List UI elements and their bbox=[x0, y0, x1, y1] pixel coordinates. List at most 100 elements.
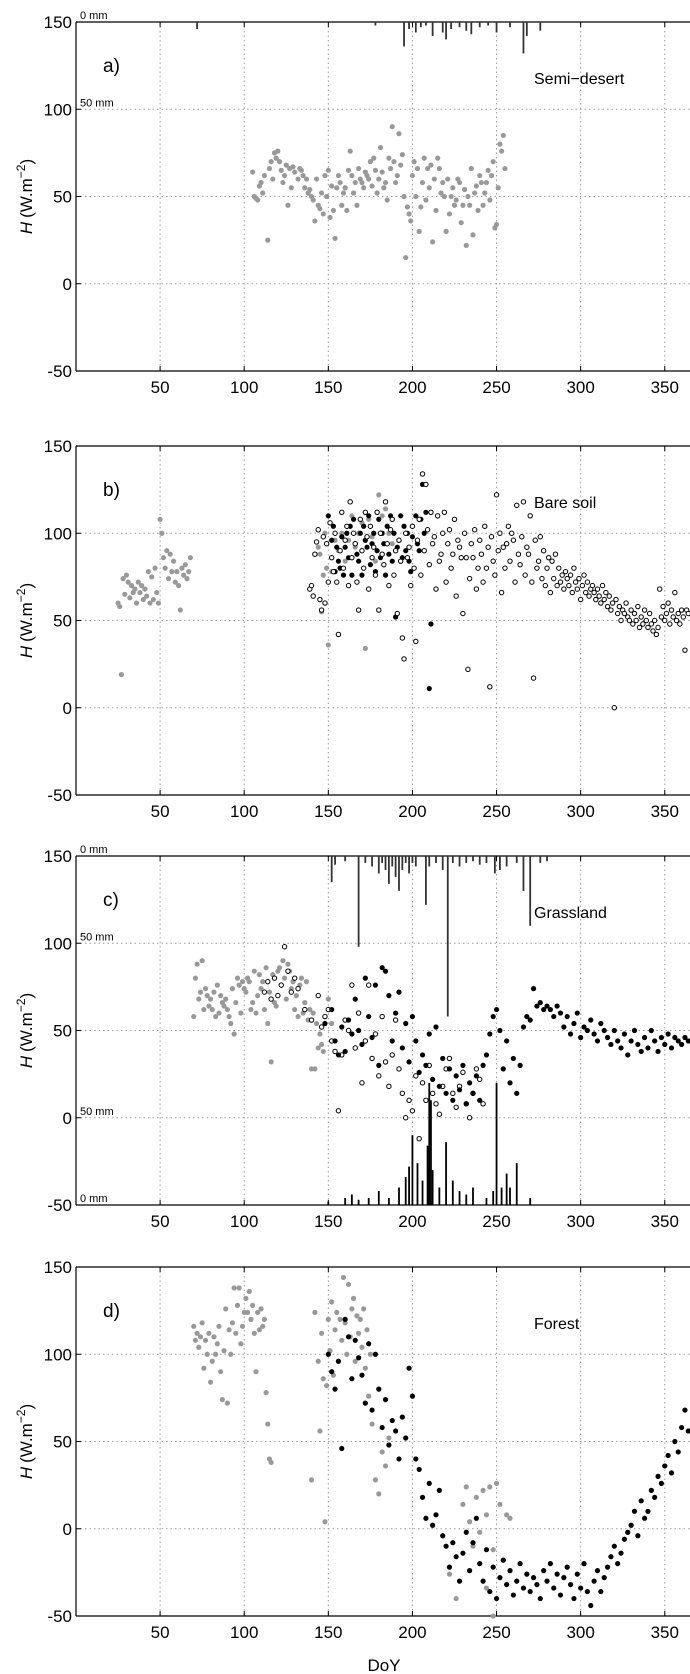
data-point bbox=[389, 1038, 395, 1044]
data-point bbox=[419, 1080, 426, 1086]
data-point bbox=[428, 509, 434, 516]
data-point bbox=[643, 617, 649, 624]
data-point bbox=[541, 1006, 547, 1013]
data-point bbox=[578, 1034, 584, 1041]
data-point bbox=[577, 596, 584, 603]
data-point bbox=[504, 1512, 510, 1518]
data-point bbox=[303, 979, 310, 985]
data-point bbox=[507, 558, 513, 564]
data-point bbox=[584, 1588, 590, 1595]
data-point bbox=[527, 1588, 533, 1595]
data-point bbox=[547, 1561, 553, 1567]
data-point bbox=[278, 982, 284, 988]
data-point bbox=[615, 1038, 621, 1044]
data-point bbox=[411, 565, 417, 571]
data-point bbox=[349, 554, 355, 561]
y-tick-label: 50 bbox=[53, 1433, 72, 1452]
data-point bbox=[315, 992, 321, 999]
data-point bbox=[298, 167, 305, 173]
data-point bbox=[367, 1351, 373, 1357]
data-point bbox=[387, 527, 394, 533]
data-point bbox=[470, 1540, 476, 1546]
data-point bbox=[379, 1424, 385, 1431]
data-point bbox=[329, 537, 335, 543]
data-point bbox=[310, 593, 316, 599]
data-point bbox=[199, 958, 205, 964]
series-black-open bbox=[261, 944, 486, 1142]
data-point bbox=[376, 1491, 382, 1497]
data-point bbox=[539, 575, 545, 582]
y-tick-label: 150 bbox=[44, 1258, 72, 1277]
data-point bbox=[177, 607, 183, 613]
data-point bbox=[466, 1115, 473, 1121]
data-point bbox=[382, 1059, 389, 1065]
data-point bbox=[303, 176, 310, 182]
data-point bbox=[329, 1020, 335, 1027]
panel-title: Forest bbox=[534, 1316, 580, 1333]
data-point bbox=[578, 1585, 584, 1591]
data-point bbox=[497, 1501, 503, 1507]
data-point bbox=[357, 516, 363, 522]
data-point bbox=[213, 1013, 219, 1020]
data-point bbox=[645, 1508, 651, 1514]
data-point bbox=[359, 1080, 365, 1086]
data-point bbox=[255, 197, 261, 203]
data-point bbox=[436, 558, 443, 564]
data-point bbox=[322, 600, 328, 606]
data-point bbox=[117, 603, 123, 610]
data-point bbox=[330, 568, 337, 575]
data-point bbox=[438, 190, 444, 196]
data-point bbox=[382, 499, 389, 505]
data-point bbox=[399, 1414, 405, 1420]
data-point bbox=[487, 197, 493, 203]
data-point bbox=[445, 176, 451, 182]
data-point bbox=[561, 1575, 567, 1581]
x-tick-label: 200 bbox=[398, 1623, 426, 1642]
data-point bbox=[349, 1031, 355, 1037]
data-point bbox=[250, 1302, 256, 1308]
data-point bbox=[574, 1010, 580, 1016]
data-point bbox=[540, 548, 547, 554]
data-point bbox=[668, 1470, 675, 1476]
data-point bbox=[342, 558, 348, 564]
data-point bbox=[601, 1575, 607, 1581]
data-point bbox=[120, 576, 126, 582]
data-point bbox=[438, 551, 444, 557]
data-point bbox=[377, 145, 384, 151]
data-point bbox=[413, 1038, 419, 1044]
y-axis-label-exponent: −2 bbox=[14, 998, 28, 1012]
data-point bbox=[576, 575, 582, 582]
data-point bbox=[641, 607, 648, 613]
data-point bbox=[376, 1386, 382, 1392]
data-point bbox=[308, 582, 315, 589]
data-point bbox=[566, 582, 572, 589]
data-point bbox=[234, 1302, 241, 1308]
data-point bbox=[211, 989, 217, 995]
x-tick-label: 150 bbox=[314, 802, 342, 821]
data-point bbox=[366, 982, 372, 988]
data-point bbox=[408, 582, 414, 589]
data-point bbox=[335, 1052, 342, 1058]
data-point bbox=[280, 179, 286, 186]
data-point bbox=[396, 1456, 402, 1462]
data-point bbox=[460, 1069, 466, 1076]
data-point bbox=[345, 1281, 352, 1288]
y-tick-label: 0 bbox=[63, 699, 72, 718]
data-point bbox=[443, 1543, 449, 1549]
data-point bbox=[446, 1055, 453, 1062]
data-point bbox=[530, 986, 537, 992]
data-point bbox=[406, 1365, 412, 1371]
data-point bbox=[608, 1554, 614, 1560]
data-point bbox=[317, 1428, 323, 1434]
precip-bottom-bars bbox=[327, 1082, 532, 1205]
data-point bbox=[209, 1006, 215, 1013]
data-point bbox=[356, 1330, 362, 1336]
data-point bbox=[399, 152, 405, 158]
data-point bbox=[473, 1494, 479, 1500]
data-point bbox=[458, 220, 464, 226]
data-point bbox=[443, 579, 449, 585]
data-point bbox=[226, 1013, 232, 1020]
data-point bbox=[285, 968, 291, 974]
data-point bbox=[379, 965, 385, 971]
data-point bbox=[482, 523, 488, 529]
